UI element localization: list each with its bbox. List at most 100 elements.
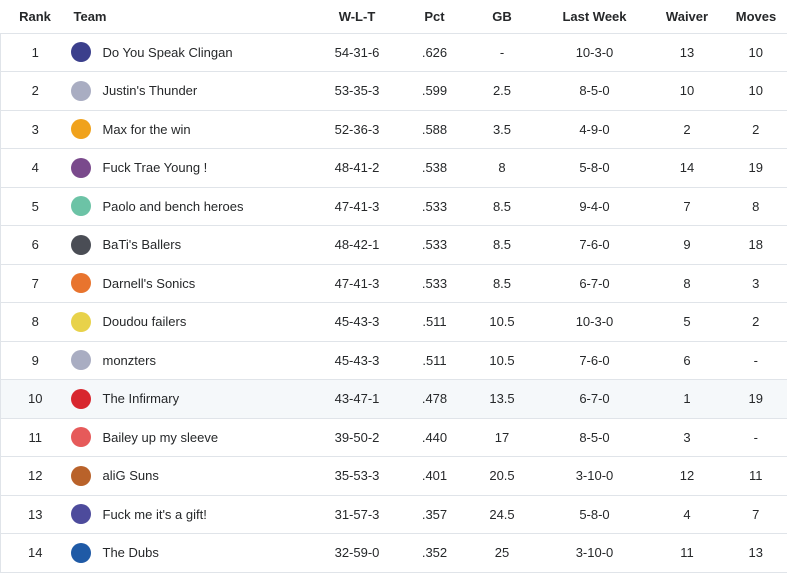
gb-cell: 8.5 bbox=[465, 226, 540, 265]
last-week-cell: 8-5-0 bbox=[540, 72, 650, 111]
last-week-header[interactable]: Last Week bbox=[540, 0, 650, 33]
waiver-cell: 3 bbox=[650, 418, 725, 457]
team-name-link[interactable]: The Dubs bbox=[103, 545, 159, 560]
last-week-cell: 3-10-0 bbox=[540, 534, 650, 573]
jersey-icon[interactable] bbox=[71, 312, 91, 332]
gb-header[interactable]: GB bbox=[465, 0, 540, 33]
gb-cell: 8.5 bbox=[465, 187, 540, 226]
pct-cell: .533 bbox=[405, 226, 465, 265]
jersey-icon[interactable] bbox=[71, 235, 91, 255]
player-photo-icon[interactable] bbox=[71, 119, 91, 139]
gb-cell: 10.5 bbox=[465, 341, 540, 380]
jersey-icon[interactable] bbox=[71, 350, 91, 370]
player-photo-icon[interactable] bbox=[71, 504, 91, 524]
waiver-cell: 7 bbox=[650, 187, 725, 226]
team-cell: Doudou failers bbox=[70, 303, 310, 342]
waiver-cell: 9 bbox=[650, 226, 725, 265]
moves-cell: 10 bbox=[725, 72, 787, 111]
team-name-link[interactable]: Darnell's Sonics bbox=[103, 276, 196, 291]
gb-cell: 20.5 bbox=[465, 457, 540, 496]
playing-card-icon[interactable] bbox=[71, 427, 91, 447]
team-cell: Bailey up my sleeve bbox=[70, 418, 310, 457]
pct-cell: .511 bbox=[405, 303, 465, 342]
waiver-cell: 12 bbox=[650, 457, 725, 496]
team-cell: The Dubs bbox=[70, 534, 310, 573]
team-name-link[interactable]: The Infirmary bbox=[103, 391, 180, 406]
team-cell: Do You Speak Clingan bbox=[70, 33, 310, 72]
team-name-link[interactable]: Doudou failers bbox=[103, 314, 187, 329]
moves-cell: 18 bbox=[725, 226, 787, 265]
last-week-cell: 3-10-0 bbox=[540, 457, 650, 496]
team-name-link[interactable]: Do You Speak Clingan bbox=[103, 45, 233, 60]
waiver-cell: 5 bbox=[650, 303, 725, 342]
medical-cross-icon[interactable] bbox=[71, 389, 91, 409]
player-photo-icon[interactable] bbox=[71, 466, 91, 486]
last-week-cell: 5-8-0 bbox=[540, 495, 650, 534]
waiver-cell: 6 bbox=[650, 341, 725, 380]
last-week-cell: 10-3-0 bbox=[540, 303, 650, 342]
rank-cell: 1 bbox=[1, 33, 70, 72]
wlt-cell: 45-43-3 bbox=[310, 303, 405, 342]
moves-cell: 7 bbox=[725, 495, 787, 534]
team-cell: The Infirmary bbox=[70, 380, 310, 419]
moves-header[interactable]: Moves bbox=[725, 0, 787, 33]
moves-cell: 19 bbox=[725, 380, 787, 419]
waiver-cell: 2 bbox=[650, 110, 725, 149]
waiver-cell: 11 bbox=[650, 534, 725, 573]
team-header[interactable]: Team bbox=[70, 0, 310, 33]
rank-cell: 14 bbox=[1, 534, 70, 573]
team-name-link[interactable]: Paolo and bench heroes bbox=[103, 199, 244, 214]
ambulance-icon[interactable] bbox=[71, 196, 91, 216]
gb-cell: 17 bbox=[465, 418, 540, 457]
team-cell: Justin's Thunder bbox=[70, 72, 310, 111]
team-name-link[interactable]: Max for the win bbox=[103, 122, 191, 137]
rank-cell: 12 bbox=[1, 457, 70, 496]
gb-cell: 13.5 bbox=[465, 380, 540, 419]
wlt-cell: 53-35-3 bbox=[310, 72, 405, 111]
jersey-icon[interactable] bbox=[71, 81, 91, 101]
rank-header[interactable]: Rank bbox=[1, 0, 70, 33]
moves-cell: 11 bbox=[725, 457, 787, 496]
player-photo-icon[interactable] bbox=[71, 42, 91, 62]
last-week-cell: 5-8-0 bbox=[540, 149, 650, 188]
player-photo-icon[interactable] bbox=[71, 158, 91, 178]
team-name-link[interactable]: Fuck me it's a gift! bbox=[103, 507, 207, 522]
moves-cell: 2 bbox=[725, 303, 787, 342]
team-name-link[interactable]: monzters bbox=[103, 353, 156, 368]
wlt-cell: 48-41-2 bbox=[310, 149, 405, 188]
gb-cell: 2.5 bbox=[465, 72, 540, 111]
rank-cell: 8 bbox=[1, 303, 70, 342]
pct-cell: .440 bbox=[405, 418, 465, 457]
pct-cell: .588 bbox=[405, 110, 465, 149]
pct-cell: .511 bbox=[405, 341, 465, 380]
waiver-header[interactable]: Waiver bbox=[650, 0, 725, 33]
team-logo-icon[interactable] bbox=[71, 543, 91, 563]
team-name-link[interactable]: Justin's Thunder bbox=[103, 83, 198, 98]
moves-cell: - bbox=[725, 341, 787, 380]
team-name-link[interactable]: Fuck Trae Young ! bbox=[103, 160, 208, 175]
team-name-link[interactable]: Bailey up my sleeve bbox=[103, 430, 219, 445]
last-week-cell: 4-9-0 bbox=[540, 110, 650, 149]
jersey-icon[interactable] bbox=[71, 273, 91, 293]
last-week-cell: 9-4-0 bbox=[540, 187, 650, 226]
rank-cell: 11 bbox=[1, 418, 70, 457]
wlt-cell: 35-53-3 bbox=[310, 457, 405, 496]
waiver-cell: 13 bbox=[650, 33, 725, 72]
team-cell: Max for the win bbox=[70, 110, 310, 149]
moves-cell: 13 bbox=[725, 534, 787, 573]
team-cell: Darnell's Sonics bbox=[70, 264, 310, 303]
wlt-header[interactable]: W-L-T bbox=[310, 0, 405, 33]
rank-cell: 5 bbox=[1, 187, 70, 226]
team-name-link[interactable]: BaTi's Ballers bbox=[103, 237, 182, 252]
gb-cell: - bbox=[465, 33, 540, 72]
waiver-cell: 8 bbox=[650, 264, 725, 303]
team-name-link[interactable]: aliG Suns bbox=[103, 468, 159, 483]
moves-cell: 2 bbox=[725, 110, 787, 149]
pct-header[interactable]: Pct bbox=[405, 0, 465, 33]
